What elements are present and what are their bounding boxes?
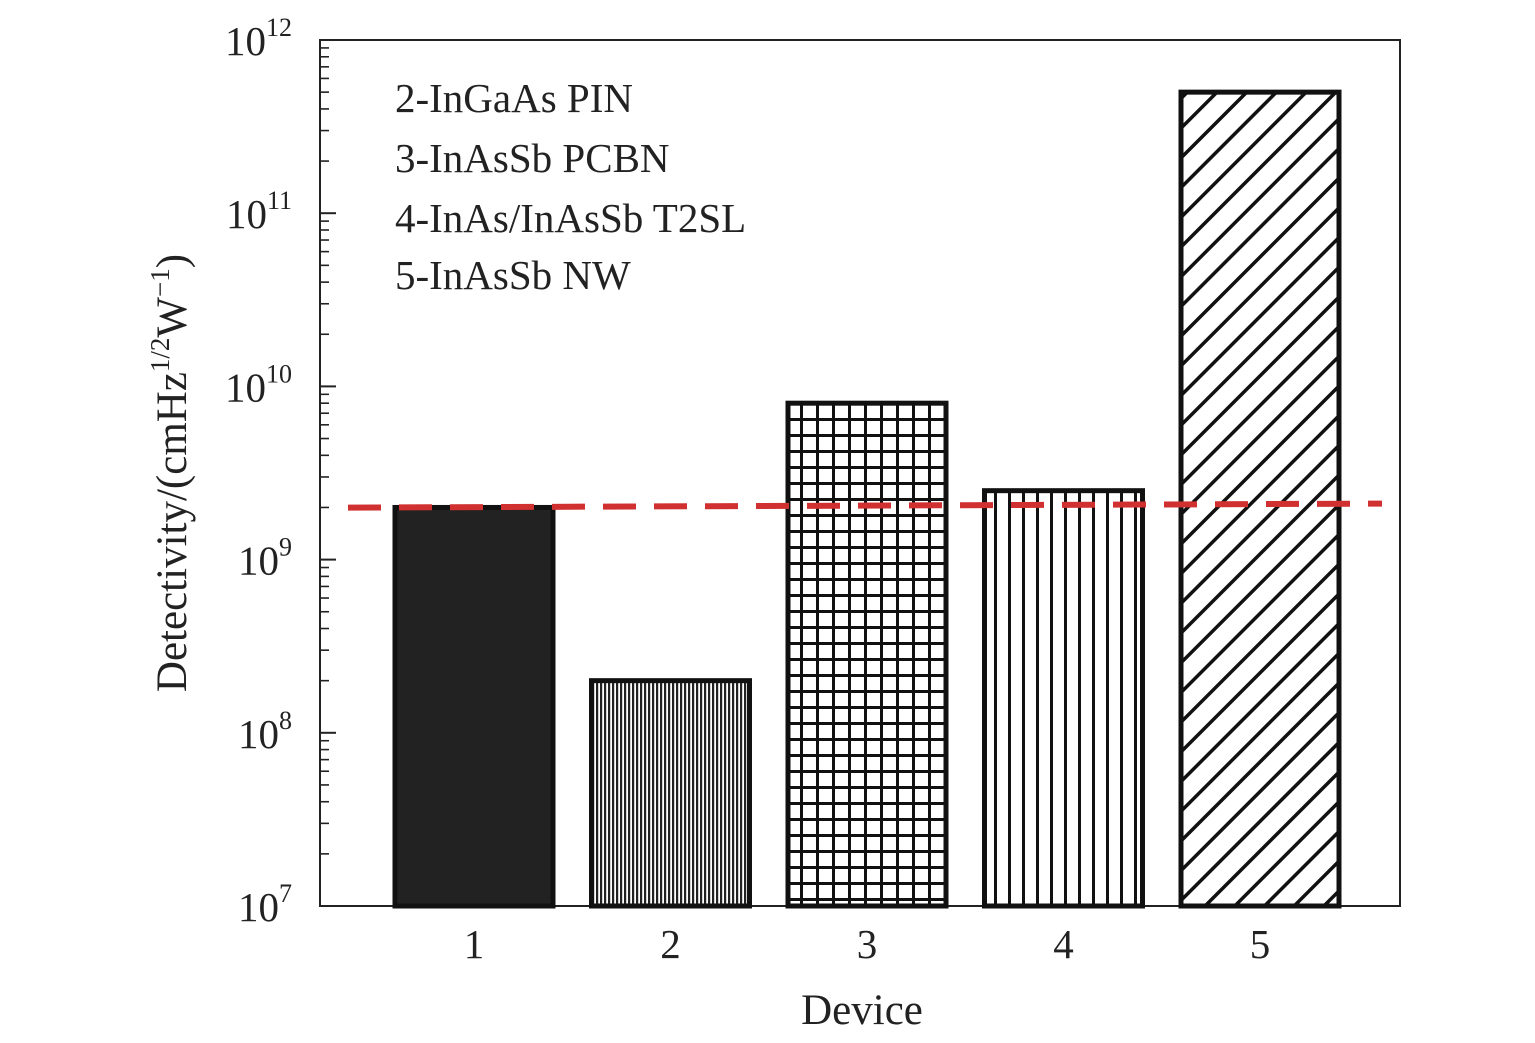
x-tick-label: 5 (1250, 921, 1271, 967)
x-axis-label: Device (801, 987, 923, 1034)
y-tick-exponent: 11 (267, 186, 292, 215)
y-axis-label-main: Detectivity/(cmHz (149, 372, 196, 692)
bar-device-5 (1178, 89, 1342, 909)
reference-line (347, 500, 1383, 511)
y-tick-exponent: 10 (266, 359, 292, 388)
y-tick-base: 10 (238, 884, 279, 930)
x-tick-labels: 1 2 3 4 5 (464, 921, 1271, 967)
y-tick-base: 10 (238, 711, 279, 757)
legend-entry-4: 5-InAsSb NW (395, 252, 631, 298)
y-tick-label: 1011 (226, 186, 292, 237)
y-tick-exponent: 12 (266, 13, 292, 42)
y-tick-base: 10 (225, 18, 266, 64)
y-axis-label-end: ) (149, 254, 196, 268)
y-minor-ticks (320, 47, 329, 855)
x-tick-label: 1 (464, 921, 485, 967)
legend: 2-InGaAs PIN 3-InAsSb PCBN 4-InAs/InAsSb… (395, 75, 746, 298)
y-axis-label-mid: W (149, 297, 196, 338)
y-major-ticks (320, 39, 336, 907)
y-axis-label-sup2: −1 (145, 268, 175, 297)
x-tick-label: 2 (660, 921, 681, 967)
y-tick-label: 1010 (225, 359, 292, 410)
y-tick-label: 109 (238, 533, 292, 584)
bar-device-2 (589, 678, 752, 909)
y-tick-base: 10 (225, 364, 266, 410)
bar-device-1 (392, 504, 556, 909)
legend-entry-3: 4-InAs/InAsSb T2SL (395, 195, 746, 241)
y-tick-exponent: 7 (279, 879, 292, 908)
x-tick-label: 4 (1053, 921, 1074, 967)
reference-dashed-line (347, 500, 1383, 511)
bar-device-4 (982, 488, 1145, 909)
y-tick-exponent: 9 (279, 533, 292, 562)
bar-device-3 (785, 400, 949, 909)
legend-entry-2: 3-InAsSb PCBN (395, 135, 670, 181)
y-tick-label: 108 (238, 706, 292, 757)
y-tick-label: 107 (238, 879, 292, 930)
y-tick-exponent: 8 (279, 706, 292, 735)
y-tick-base: 10 (226, 191, 267, 237)
y-axis-label: Detectivity/(cmHz1/2W−1) (145, 254, 196, 692)
bars (392, 89, 1342, 909)
y-axis-label-sup1: 1/2 (145, 338, 175, 373)
y-tick-label: 1012 (225, 13, 292, 64)
y-tick-base: 10 (238, 538, 279, 584)
legend-entry-1: 2-InGaAs PIN (395, 75, 633, 121)
x-tick-label: 3 (857, 921, 878, 967)
